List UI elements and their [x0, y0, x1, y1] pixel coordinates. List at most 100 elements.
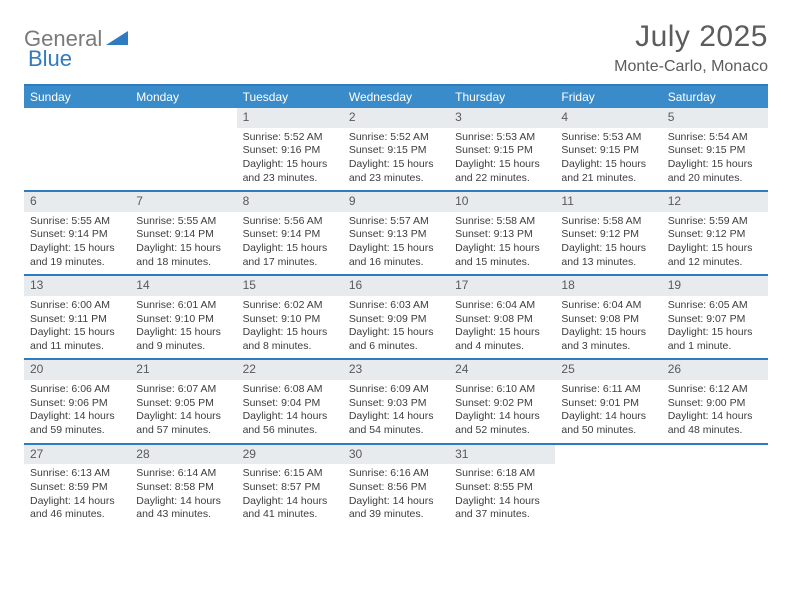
day-cell: 12Sunrise: 5:59 AMSunset: 9:12 PMDayligh… [662, 192, 768, 274]
day-cell: 3Sunrise: 5:53 AMSunset: 9:15 PMDaylight… [449, 108, 555, 190]
day-number: 10 [449, 192, 555, 212]
day-body: Sunrise: 5:52 AMSunset: 9:16 PMDaylight:… [237, 128, 343, 191]
sunset-line: Sunset: 9:12 PM [561, 228, 655, 242]
day-number: 9 [343, 192, 449, 212]
sunset-line: Sunset: 9:06 PM [30, 397, 124, 411]
title-block: July 2025 Monte-Carlo, Monaco [614, 20, 768, 76]
sunset-line: Sunset: 9:15 PM [561, 144, 655, 158]
day-number: 19 [662, 276, 768, 296]
sunrise-line: Sunrise: 6:07 AM [136, 383, 230, 397]
day-cell: 20Sunrise: 6:06 AMSunset: 9:06 PMDayligh… [24, 360, 130, 442]
daylight-line: Daylight: 15 hours and 6 minutes. [349, 326, 443, 353]
day-body: Sunrise: 6:11 AMSunset: 9:01 PMDaylight:… [555, 380, 661, 443]
day-body: Sunrise: 5:58 AMSunset: 9:13 PMDaylight:… [449, 212, 555, 275]
day-cell: 14Sunrise: 6:01 AMSunset: 9:10 PMDayligh… [130, 276, 236, 358]
day-number: 24 [449, 360, 555, 380]
sunrise-line: Sunrise: 6:00 AM [30, 299, 124, 313]
sunset-line: Sunset: 9:03 PM [349, 397, 443, 411]
sunset-line: Sunset: 9:10 PM [243, 313, 337, 327]
day-body: Sunrise: 6:05 AMSunset: 9:07 PMDaylight:… [662, 296, 768, 359]
header: General July 2025 Monte-Carlo, Monaco [24, 20, 768, 76]
dow-cell: Wednesday [343, 86, 449, 108]
sunset-line: Sunset: 9:11 PM [30, 313, 124, 327]
day-number: 29 [237, 445, 343, 465]
day-number: 21 [130, 360, 236, 380]
day-body: Sunrise: 5:54 AMSunset: 9:15 PMDaylight:… [662, 128, 768, 191]
day-body: Sunrise: 5:59 AMSunset: 9:12 PMDaylight:… [662, 212, 768, 275]
sunset-line: Sunset: 9:15 PM [668, 144, 762, 158]
day-number: 26 [662, 360, 768, 380]
logo-text-blue: Blue [28, 46, 72, 71]
day-body: Sunrise: 5:57 AMSunset: 9:13 PMDaylight:… [343, 212, 449, 275]
day-cell: 17Sunrise: 6:04 AMSunset: 9:08 PMDayligh… [449, 276, 555, 358]
day-cell: 5Sunrise: 5:54 AMSunset: 9:15 PMDaylight… [662, 108, 768, 190]
calendar: SundayMondayTuesdayWednesdayThursdayFrid… [24, 84, 768, 527]
day-cell: 25Sunrise: 6:11 AMSunset: 9:01 PMDayligh… [555, 360, 661, 442]
dow-cell: Thursday [449, 86, 555, 108]
sunset-line: Sunset: 9:09 PM [349, 313, 443, 327]
day-cell: 9Sunrise: 5:57 AMSunset: 9:13 PMDaylight… [343, 192, 449, 274]
day-number: 28 [130, 445, 236, 465]
day-body: Sunrise: 6:04 AMSunset: 9:08 PMDaylight:… [555, 296, 661, 359]
sunrise-line: Sunrise: 6:18 AM [455, 467, 549, 481]
day-cell: . [555, 445, 661, 527]
sunrise-line: Sunrise: 6:04 AM [561, 299, 655, 313]
daylight-line: Daylight: 14 hours and 39 minutes. [349, 495, 443, 522]
day-number: 22 [237, 360, 343, 380]
day-body: Sunrise: 5:56 AMSunset: 9:14 PMDaylight:… [237, 212, 343, 275]
sunset-line: Sunset: 9:01 PM [561, 397, 655, 411]
day-body: Sunrise: 6:06 AMSunset: 9:06 PMDaylight:… [24, 380, 130, 443]
day-body: Sunrise: 6:04 AMSunset: 9:08 PMDaylight:… [449, 296, 555, 359]
day-number: 3 [449, 108, 555, 128]
sunset-line: Sunset: 9:15 PM [349, 144, 443, 158]
sunset-line: Sunset: 9:08 PM [455, 313, 549, 327]
day-number: 13 [24, 276, 130, 296]
sunrise-line: Sunrise: 5:58 AM [455, 215, 549, 229]
day-number: 1 [237, 108, 343, 128]
day-body: Sunrise: 6:00 AMSunset: 9:11 PMDaylight:… [24, 296, 130, 359]
day-number: 4 [555, 108, 661, 128]
month-title: July 2025 [614, 20, 768, 54]
sunset-line: Sunset: 9:14 PM [243, 228, 337, 242]
week-row: 13Sunrise: 6:00 AMSunset: 9:11 PMDayligh… [24, 274, 768, 358]
day-body: Sunrise: 6:10 AMSunset: 9:02 PMDaylight:… [449, 380, 555, 443]
day-cell: 18Sunrise: 6:04 AMSunset: 9:08 PMDayligh… [555, 276, 661, 358]
day-cell: . [130, 108, 236, 190]
sunrise-line: Sunrise: 6:11 AM [561, 383, 655, 397]
day-body: Sunrise: 5:58 AMSunset: 9:12 PMDaylight:… [555, 212, 661, 275]
sunset-line: Sunset: 9:02 PM [455, 397, 549, 411]
day-number: 11 [555, 192, 661, 212]
day-number: 6 [24, 192, 130, 212]
logo-triangle-icon [106, 29, 128, 50]
day-cell: 16Sunrise: 6:03 AMSunset: 9:09 PMDayligh… [343, 276, 449, 358]
daylight-line: Daylight: 15 hours and 17 minutes. [243, 242, 337, 269]
day-cell: 22Sunrise: 6:08 AMSunset: 9:04 PMDayligh… [237, 360, 343, 442]
daylight-line: Daylight: 14 hours and 46 minutes. [30, 495, 124, 522]
day-cell: 30Sunrise: 6:16 AMSunset: 8:56 PMDayligh… [343, 445, 449, 527]
day-cell: 6Sunrise: 5:55 AMSunset: 9:14 PMDaylight… [24, 192, 130, 274]
daylight-line: Daylight: 15 hours and 20 minutes. [668, 158, 762, 185]
daylight-line: Daylight: 15 hours and 9 minutes. [136, 326, 230, 353]
sunrise-line: Sunrise: 5:55 AM [136, 215, 230, 229]
day-number: 23 [343, 360, 449, 380]
daylight-line: Daylight: 14 hours and 41 minutes. [243, 495, 337, 522]
day-cell: 29Sunrise: 6:15 AMSunset: 8:57 PMDayligh… [237, 445, 343, 527]
sunset-line: Sunset: 9:04 PM [243, 397, 337, 411]
day-cell: 13Sunrise: 6:00 AMSunset: 9:11 PMDayligh… [24, 276, 130, 358]
day-number: 30 [343, 445, 449, 465]
day-body: Sunrise: 6:07 AMSunset: 9:05 PMDaylight:… [130, 380, 236, 443]
logo-blue-text-wrap: Blue [28, 46, 72, 72]
day-body: Sunrise: 5:52 AMSunset: 9:15 PMDaylight:… [343, 128, 449, 191]
day-cell: 1Sunrise: 5:52 AMSunset: 9:16 PMDaylight… [237, 108, 343, 190]
daylight-line: Daylight: 14 hours and 59 minutes. [30, 410, 124, 437]
daylight-line: Daylight: 15 hours and 22 minutes. [455, 158, 549, 185]
sunset-line: Sunset: 9:12 PM [668, 228, 762, 242]
daylight-line: Daylight: 15 hours and 23 minutes. [349, 158, 443, 185]
sunset-line: Sunset: 9:05 PM [136, 397, 230, 411]
day-body: Sunrise: 6:02 AMSunset: 9:10 PMDaylight:… [237, 296, 343, 359]
day-number: 31 [449, 445, 555, 465]
sunrise-line: Sunrise: 6:05 AM [668, 299, 762, 313]
day-number: 12 [662, 192, 768, 212]
day-number: 15 [237, 276, 343, 296]
daylight-line: Daylight: 15 hours and 1 minute. [668, 326, 762, 353]
